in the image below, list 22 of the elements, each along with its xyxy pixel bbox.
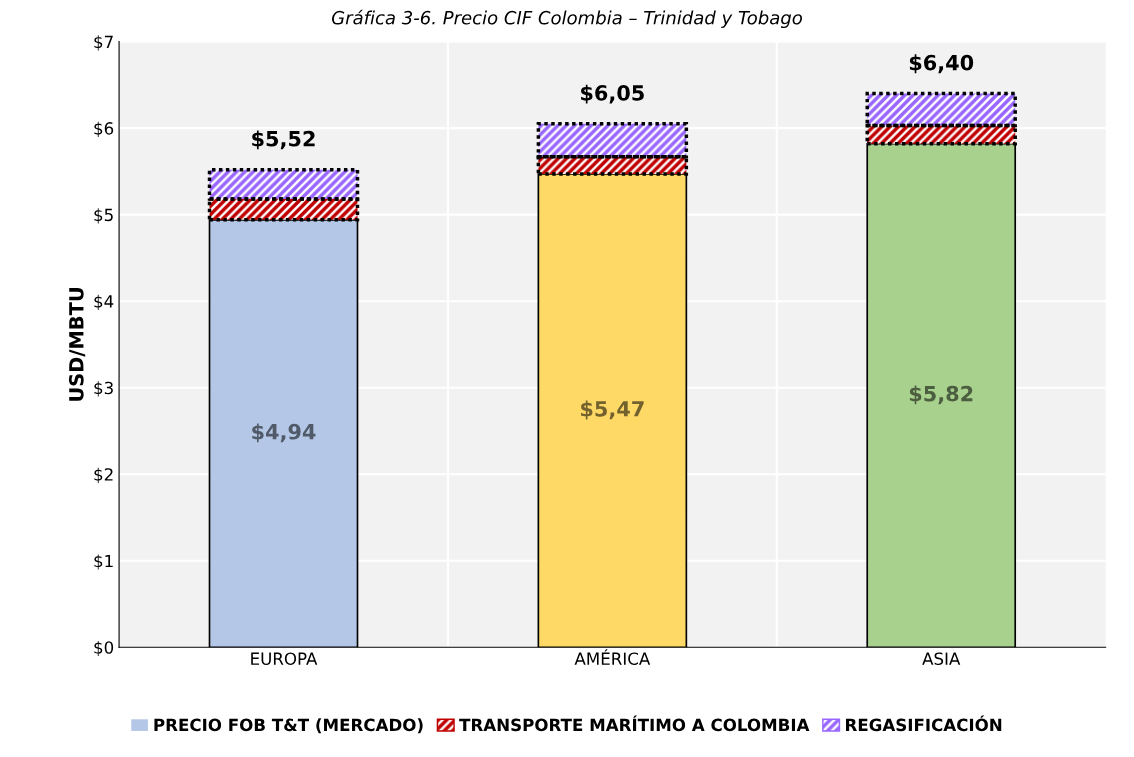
total-label: $5,52: [252, 130, 315, 150]
x-tick-label: EUROPA: [251, 652, 318, 665]
y-tick-label: $2: [94, 467, 113, 483]
y-tick-label: $3: [94, 381, 113, 397]
chart-title: Gráfica 3-6. Precio CIF Colombia – Trinidad y Tobago: [331, 9, 802, 29]
data-label: $5,47: [581, 400, 644, 420]
legend-label: TRANSPORTE MARÍTIMO A COLOMBIA: [459, 715, 810, 732]
total-label: $6,05: [581, 84, 644, 104]
total-label: $6,40: [909, 54, 974, 74]
x-tick-label: AMÉRICA: [574, 649, 651, 665]
y-tick-label: $4: [94, 294, 114, 310]
y-tick-label: $5: [94, 208, 113, 224]
data-label: $5,82: [909, 385, 973, 405]
y-tick-label: $0: [94, 640, 114, 657]
y-tick-label: $1: [94, 554, 113, 570]
y-tick-label: $7: [94, 35, 113, 51]
y-axis-title: USD/MBTU: [68, 288, 86, 401]
legend-label: PRECIO FOB T&T (MERCADO): [154, 718, 423, 734]
y-tick-label: $6: [94, 121, 114, 137]
x-tick-label: ASIA: [922, 652, 961, 665]
data-label: $4,94: [252, 423, 316, 443]
legend-label: REGASIFICACIÓN: [846, 715, 1002, 732]
